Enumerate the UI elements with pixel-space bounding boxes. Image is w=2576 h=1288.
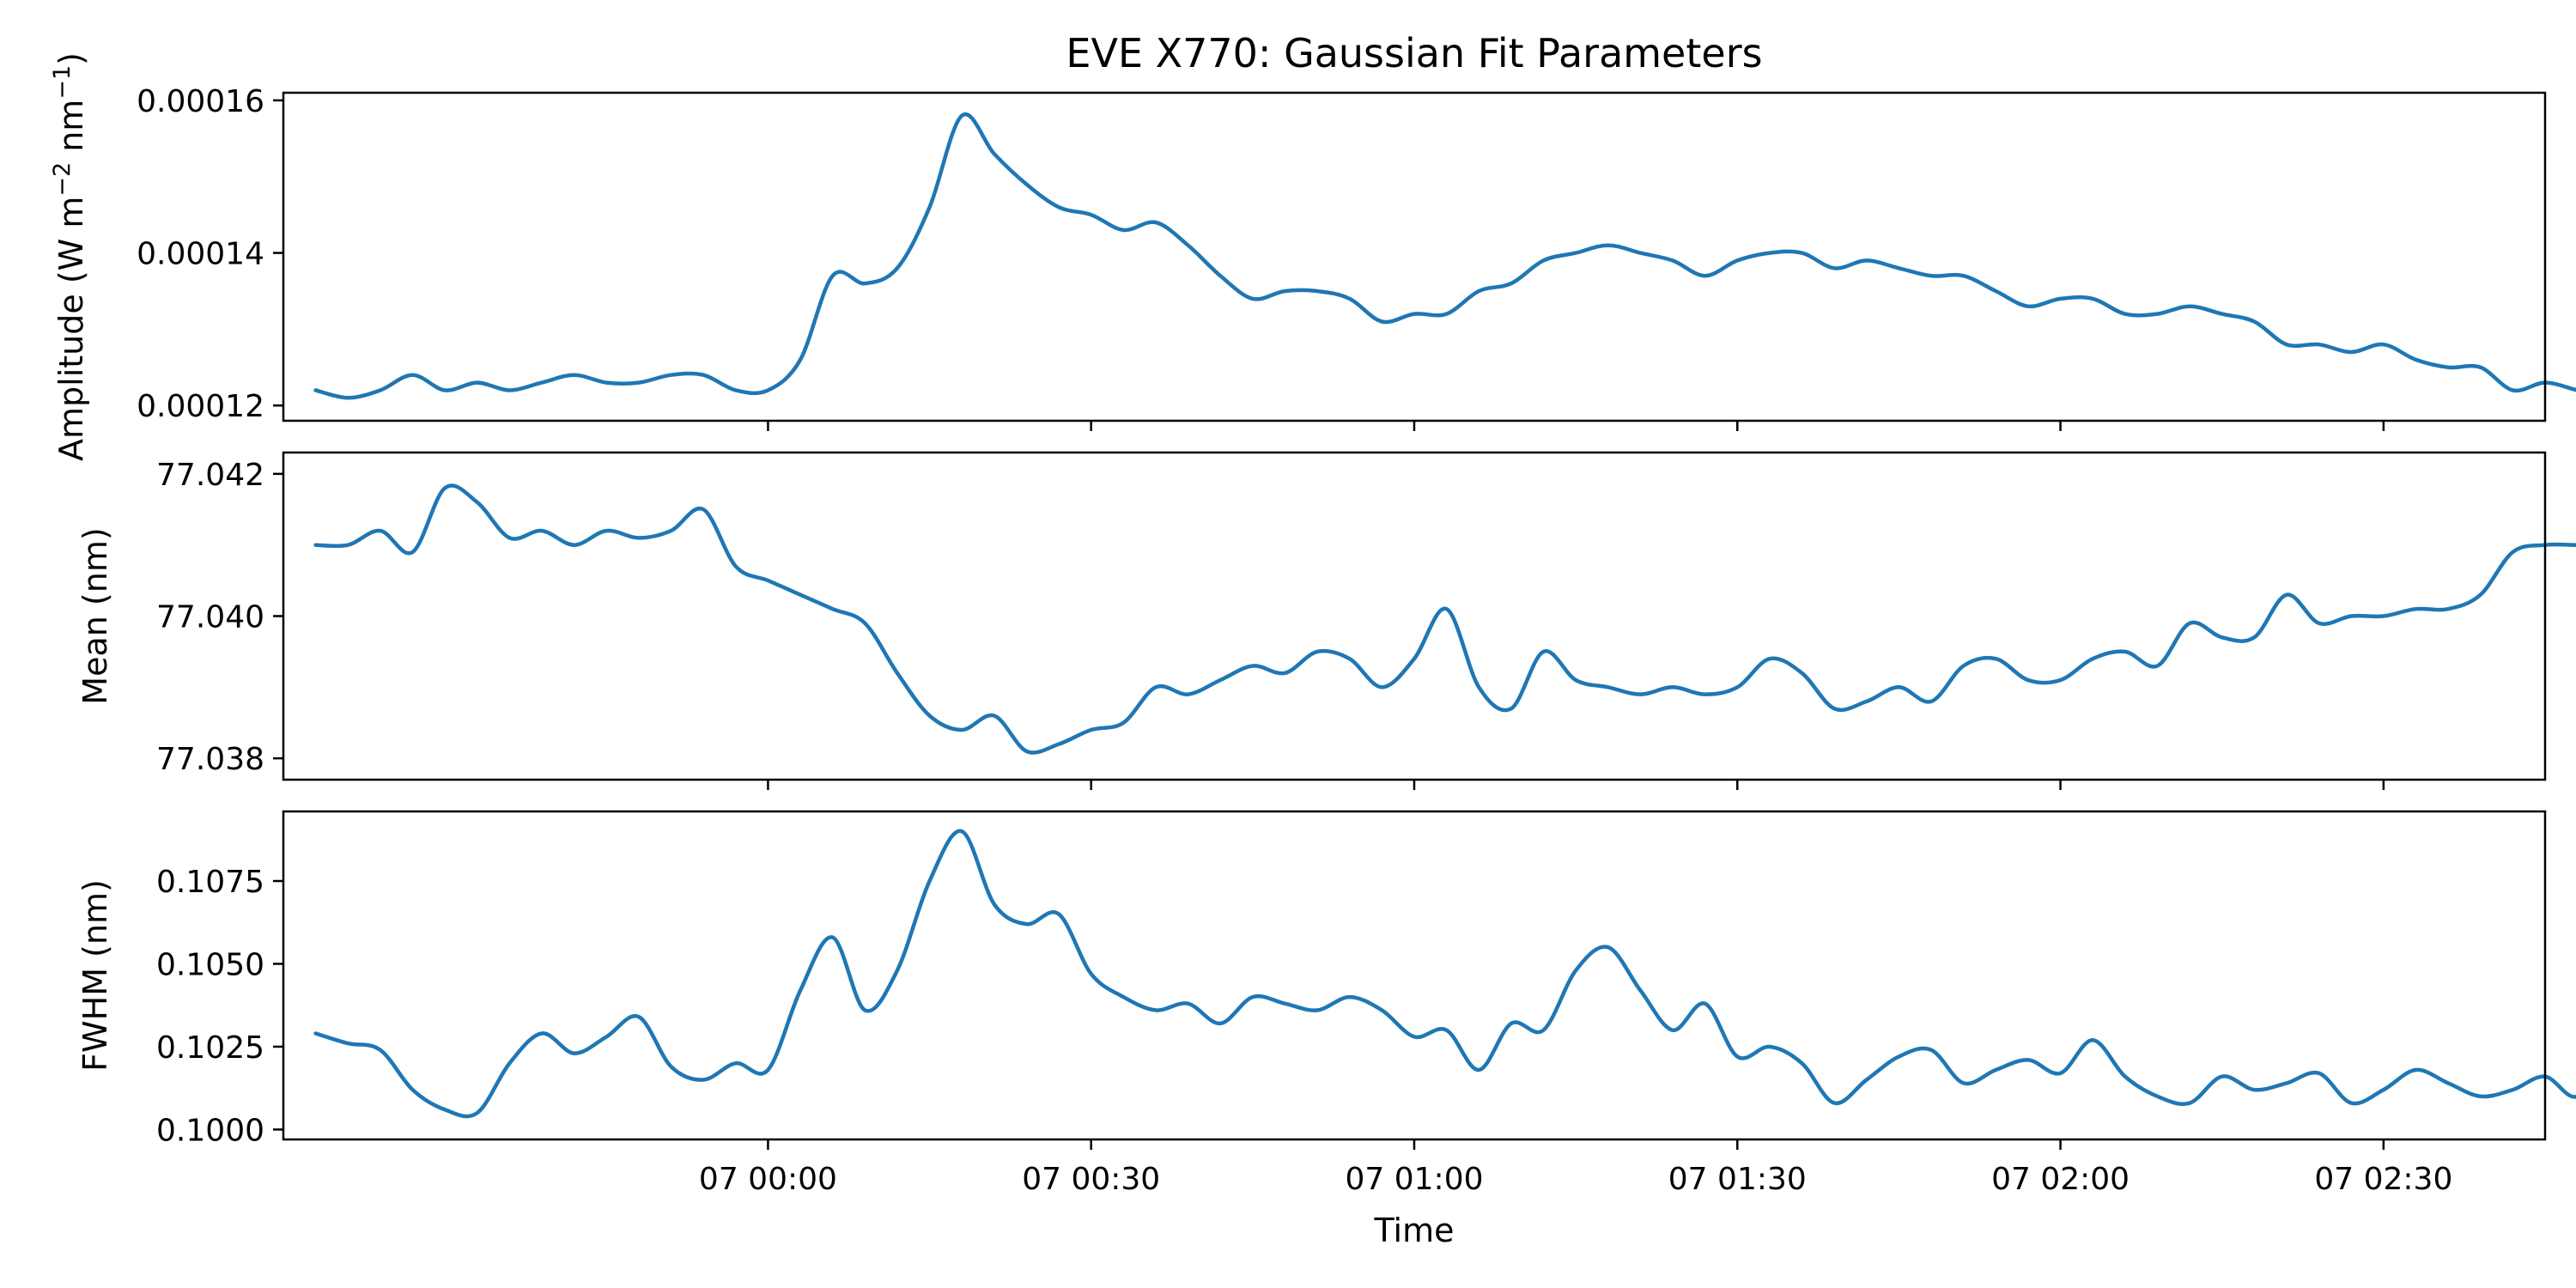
y-tick-label: 0.00014 bbox=[137, 237, 264, 272]
chart-panels: 0.00012 0.00014 0.00016 Amplitude (W m−2 nm… bbox=[49, 52, 2576, 1197]
x-tick-label: 07 01:00 bbox=[1346, 1162, 1484, 1197]
y-tick-label: 77.042 bbox=[156, 458, 264, 493]
x-axis-label: Time bbox=[1374, 1212, 1455, 1249]
y-tick-label: 0.1075 bbox=[156, 865, 264, 900]
series-line-1 bbox=[313, 112, 2576, 400]
y-axis-label-2: Mean (nm) bbox=[76, 527, 114, 704]
y-axis-label-1: Amplitude (W m−2 nm−1) bbox=[49, 52, 91, 461]
x-tick-label: 07 01:30 bbox=[1668, 1162, 1807, 1197]
y-tick-label: 0.00016 bbox=[137, 84, 264, 119]
panel-3: 0.1000 0.1025 0.1050 0.1075 07 00:00 07 00:30… bbox=[76, 810, 2576, 1197]
y-axis-label-3: FWHM (nm) bbox=[76, 879, 114, 1072]
x-tick-label: 07 02:30 bbox=[2314, 1162, 2452, 1197]
y-tick-label: 77.040 bbox=[156, 600, 264, 635]
panel-frame-2 bbox=[282, 451, 2547, 781]
series-line-3 bbox=[313, 829, 2576, 1119]
y-tick-label: 0.00012 bbox=[137, 389, 264, 424]
panel-2: 77.038 77.040 77.042 Mean (nm) bbox=[76, 451, 2576, 790]
y-tick-label: 0.1000 bbox=[156, 1113, 264, 1148]
series-line-2 bbox=[313, 483, 2576, 755]
x-tick-label: 07 00:30 bbox=[1022, 1162, 1160, 1197]
x-tick-label: 07 02:00 bbox=[1991, 1162, 2129, 1197]
y-tick-label: 77.038 bbox=[156, 742, 264, 777]
chart-title: EVE X770: Gaussian Fit Parameters bbox=[1066, 30, 1762, 76]
y-tick-label: 0.1050 bbox=[156, 947, 264, 982]
x-tick-label: 07 00:00 bbox=[699, 1162, 837, 1197]
panel-1: 0.00012 0.00014 0.00016 Amplitude (W m−2 nm… bbox=[49, 52, 2576, 461]
y-tick-label: 0.1025 bbox=[156, 1030, 264, 1066]
panel-frame-1 bbox=[282, 91, 2547, 422]
